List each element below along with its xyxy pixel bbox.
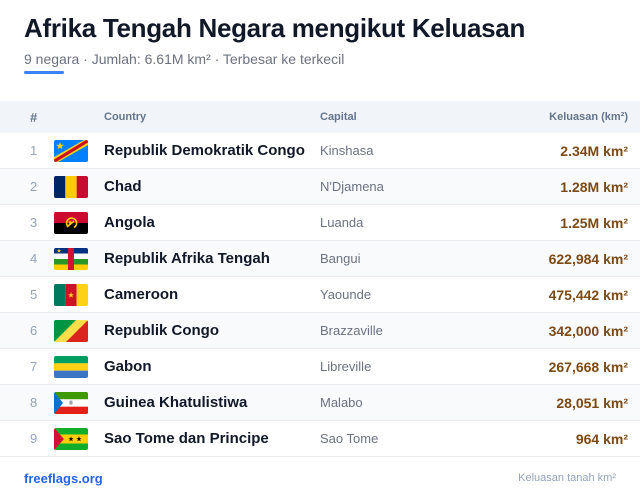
column-header-rank[interactable]: # [30, 109, 38, 125]
table-row: 3 Angola Luanda 1.25M km² [0, 205, 640, 241]
row-area: 964 km² [575, 430, 628, 447]
row-area: 2.34M km² [560, 142, 628, 159]
row-country: Angola [104, 214, 155, 231]
row-capital: Yaounde [320, 287, 372, 302]
row-area: 342,000 km² [548, 322, 628, 339]
chad-flag-icon [54, 175, 88, 198]
row-country: Republik Demokratik Congo [104, 142, 305, 159]
central-african-republic-flag-icon [54, 247, 88, 270]
republic-of-congo-flag-icon [54, 319, 88, 342]
equatorial-guinea-flag-icon [54, 391, 88, 414]
table-row: 8 Guinea Khatulistiwa Malabo 28,051 km² [0, 385, 640, 421]
row-rank: 4 [30, 251, 38, 266]
row-country: Chad [104, 178, 142, 195]
row-area: 1.25M km² [560, 214, 628, 231]
countries-table: # Country Capital Keluasan (km²) 1 Repub… [0, 101, 640, 457]
angola-flag-icon [54, 211, 88, 234]
row-area: 622,984 km² [548, 250, 628, 267]
table-row: 4 Republik Afrika Tengah Bangui 622,984 … [0, 241, 640, 277]
page-footer: freeflags.org Keluasan tanah km² [0, 460, 640, 496]
table-row: 6 Republik Congo Brazzaville 342,000 km² [0, 313, 640, 349]
column-header-country[interactable]: Country [104, 111, 147, 123]
row-capital: Malabo [320, 395, 363, 410]
sao-tome-flag-icon [54, 427, 88, 450]
page-subtitle: 9 negara · Jumlah: 6.61M km² · Terbesar … [24, 51, 345, 67]
row-area: 1.28M km² [560, 178, 628, 195]
row-rank: 2 [30, 179, 38, 194]
table-row: 1 Republik Demokratik Congo Kinshasa 2.3… [0, 133, 640, 169]
row-area: 28,051 km² [556, 394, 628, 411]
gabon-flag-icon [54, 355, 88, 378]
row-rank: 3 [30, 215, 38, 230]
footer-note: Keluasan tanah km² [518, 472, 616, 484]
row-capital: Bangui [320, 251, 361, 266]
row-country: Republik Afrika Tengah [104, 250, 270, 267]
column-header-capital[interactable]: Capital [320, 111, 357, 123]
table-header: # Country Capital Keluasan (km²) [0, 101, 640, 133]
table-row: 2 Chad N'Djamena 1.28M km² [0, 169, 640, 205]
source-link[interactable]: freeflags.org [24, 471, 103, 486]
row-capital: Luanda [320, 215, 364, 230]
row-capital: Brazzaville [320, 323, 383, 338]
row-rank: 9 [30, 431, 38, 446]
table-row: 9 Sao Tome dan Principe Sao Tome 964 km² [0, 421, 640, 457]
row-rank: 1 [30, 143, 38, 158]
row-country: Cameroon [104, 286, 179, 303]
row-rank: 7 [30, 359, 38, 374]
title-accent-bar [24, 71, 64, 74]
row-country: Gabon [104, 358, 152, 375]
page-title: Afrika Tengah Negara mengikut Keluasan [24, 13, 526, 43]
column-header-area[interactable]: Keluasan (km²) [549, 111, 628, 123]
row-area: 267,668 km² [548, 358, 628, 375]
table-row: 7 Gabon Libreville 267,668 km² [0, 349, 640, 385]
row-rank: 6 [30, 323, 38, 338]
row-rank: 8 [30, 395, 38, 410]
row-rank: 5 [30, 287, 38, 302]
row-capital: Kinshasa [320, 143, 374, 158]
row-capital: Sao Tome [320, 431, 379, 446]
row-country: Republik Congo [104, 322, 219, 339]
row-area: 475,442 km² [548, 286, 628, 303]
row-country: Sao Tome dan Principe [104, 430, 269, 447]
row-capital: Libreville [320, 359, 372, 374]
row-country: Guinea Khatulistiwa [104, 394, 248, 411]
row-capital: N'Djamena [320, 179, 384, 194]
page-header: Afrika Tengah Negara mengikut Keluasan 9… [24, 12, 624, 68]
table-row: 5 Cameroon Yaounde 475,442 km² [0, 277, 640, 313]
dr-congo-flag-icon [54, 139, 88, 162]
cameroon-flag-icon [54, 283, 88, 306]
